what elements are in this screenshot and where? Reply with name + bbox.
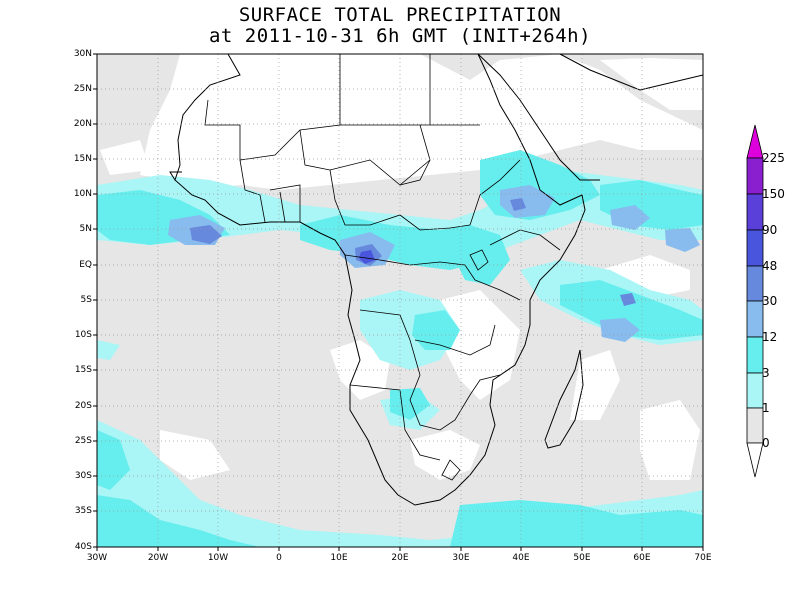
colorbar-segment-0-1 [746, 407, 764, 444]
lat-label: 10S [74, 330, 92, 340]
lon-label: 40E [512, 553, 530, 563]
lon-label: 30W [86, 553, 108, 563]
colorbar-label: 0 [762, 436, 770, 450]
colorbar-label: 30 [762, 294, 778, 308]
colorbar-label: 1 [762, 401, 770, 415]
lon-label: 10W [207, 553, 229, 563]
lat-label: 15N [73, 154, 92, 164]
lon-label: 50E [573, 553, 591, 563]
precip-48-90 [359, 250, 375, 264]
coastlines [169, 53, 704, 506]
lon-label: 10E [330, 553, 348, 563]
lat-label: 25S [74, 436, 92, 446]
colorbar-segment-150-225 [746, 157, 764, 195]
lat-label: EQ [79, 260, 92, 270]
lon-label: 60E [633, 553, 651, 563]
lon-label: 30E [452, 553, 470, 563]
lat-label: 5N [79, 224, 92, 234]
lon-label: 20W [147, 553, 169, 563]
lat-label: 25N [73, 84, 92, 94]
lat-label: 20N [73, 119, 92, 129]
country-borders [204, 54, 561, 481]
lat-label: 15S [74, 365, 92, 375]
colorbar-label: 90 [762, 223, 778, 237]
lat-label: 20S [74, 401, 92, 411]
lat-label: 30N [73, 49, 92, 59]
colorbar-label: 48 [762, 259, 778, 273]
lat-label: 10N [73, 189, 92, 199]
no-precip-areas [100, 54, 703, 480]
lat-label: 30S [74, 471, 92, 481]
lon-label: 0 [276, 553, 282, 563]
colorbar-segment-12-30 [746, 300, 764, 338]
lat-label: 35S [74, 506, 92, 516]
colorbar [746, 124, 764, 478]
colorbar-label: 150 [762, 187, 785, 201]
colorbar-bottom-arrow [746, 442, 764, 478]
colorbar-segment-3-12 [746, 336, 764, 374]
axis-ticks [93, 53, 704, 551]
colorbar-label: 225 [762, 151, 785, 165]
chart-title: SURFACE TOTAL PRECIPITATION [238, 4, 562, 26]
colorbar-label: 3 [762, 366, 770, 380]
colorbar-segment-48-90 [746, 229, 764, 267]
lat-label: 5S [80, 295, 92, 305]
colorbar-segment-1-3 [746, 372, 764, 409]
lat-label: 40S [74, 542, 92, 552]
colorbar-top-arrow [746, 124, 764, 159]
lon-label: 20E [391, 553, 409, 563]
chart-subtitle: at 2011-10-31 6h GMT (INIT+264h) [208, 25, 592, 47]
grid-lines [97, 54, 703, 547]
lon-label: 70E [694, 553, 712, 563]
colorbar-label: 12 [762, 330, 778, 344]
colorbar-segment-90-150 [746, 193, 764, 231]
colorbar-segment-30-48 [746, 265, 764, 302]
